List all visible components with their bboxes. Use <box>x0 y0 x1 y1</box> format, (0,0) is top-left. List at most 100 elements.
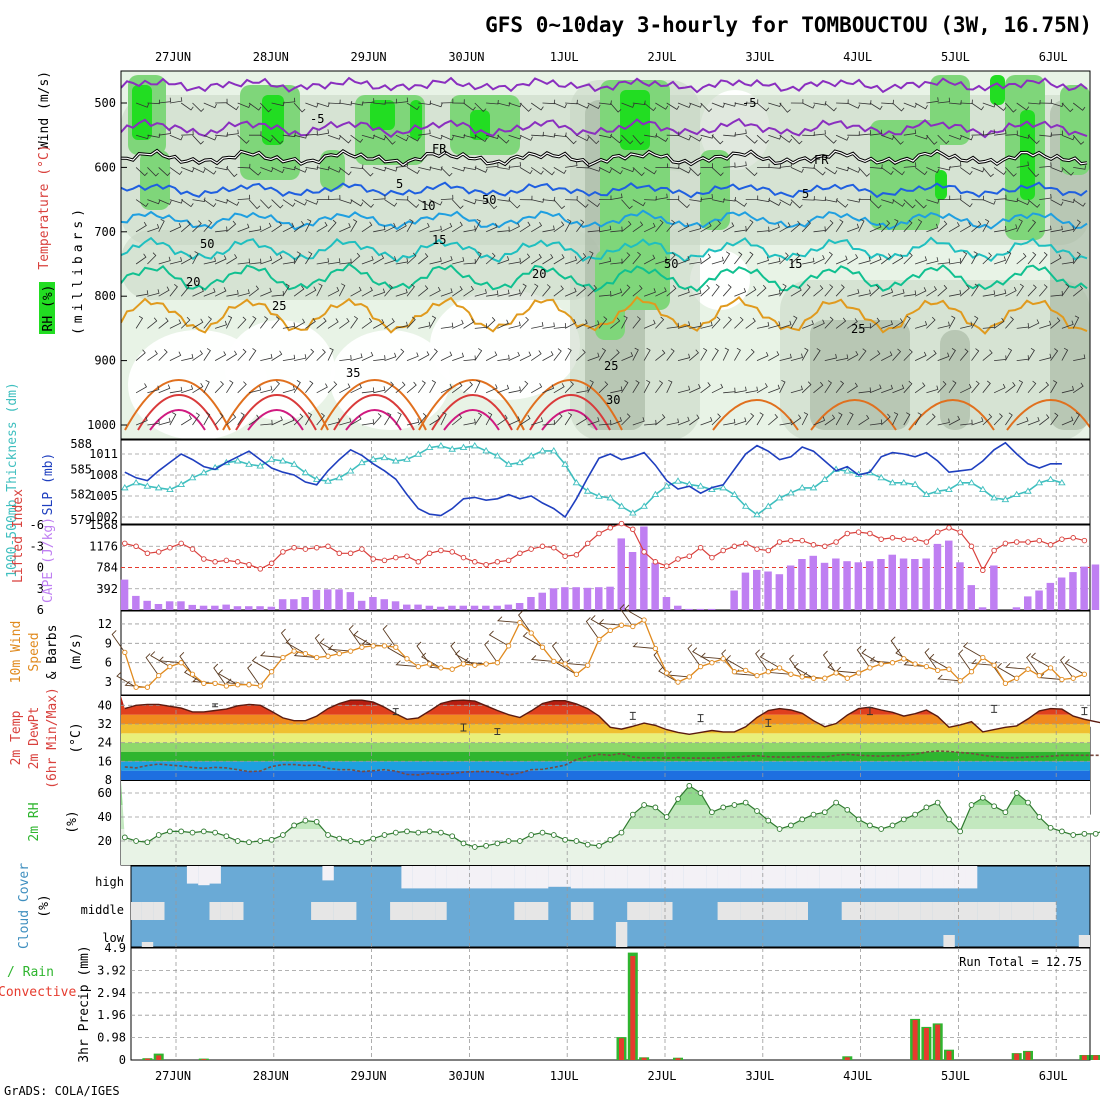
upper-barb-56-800 <box>745 286 757 297</box>
precip-tick-0.98: 0.98 <box>97 1031 126 1045</box>
rh2m-point-19 <box>336 835 343 842</box>
li-point-42 <box>596 530 602 537</box>
upper-barb-6-650 <box>180 199 194 208</box>
upper-barb-14-600 <box>271 167 285 174</box>
upper-barb-17-650 <box>305 199 319 205</box>
thickness-point-57 <box>764 502 773 509</box>
thickness-point-80 <box>1024 487 1032 494</box>
rh2m-point-5 <box>178 828 185 835</box>
upper-barb-9-1000 <box>214 412 224 426</box>
li-tick--6: -6 <box>30 518 44 532</box>
upper-barb-6-1000 <box>180 414 192 426</box>
upper-barb-27-950 <box>417 380 426 394</box>
upper-barb-7-800 <box>192 287 204 297</box>
thickness-point-70 <box>911 480 919 487</box>
thickness-point-23 <box>380 453 389 461</box>
upper-barb-22-750 <box>361 255 374 265</box>
cloud-high-8 <box>209 866 221 884</box>
upper-barb-37-950 <box>531 383 543 394</box>
upper-barb-73-500 <box>937 97 951 104</box>
wind10-point-12 <box>257 683 263 689</box>
bottom-date-30JUN: 30JUN <box>448 1069 484 1083</box>
upper-barb-81-900 <box>1027 347 1035 361</box>
upper-barb-57-850 <box>756 321 770 329</box>
upper-barb-68-800 <box>881 288 894 297</box>
wind10-label-2: Speed <box>27 632 42 671</box>
upper-barb-46-500 <box>632 100 646 106</box>
upper-barb-59-900 <box>779 353 792 361</box>
upper-barb-47-750 <box>643 254 656 265</box>
upper-barb-3-950 <box>147 385 160 394</box>
upper-barb-44-550 <box>610 134 623 144</box>
li-point-58 <box>776 539 783 545</box>
cape-bar-77 <box>990 565 998 610</box>
wind10-point-73 <box>946 666 952 672</box>
upper-barb-36-950 <box>519 380 529 394</box>
upper-barb-28-650 <box>429 199 443 206</box>
wind10-point-44 <box>618 622 625 628</box>
upper-barb-15-750 <box>282 258 296 265</box>
upper-barb-28-500 <box>429 102 443 108</box>
upper-barb-79-1000 <box>1005 412 1013 426</box>
upper-barb-4-600 <box>158 167 171 177</box>
cloud-high-56 <box>751 866 763 889</box>
upper-barb-46-700 <box>632 221 644 233</box>
wind10-barb-53 <box>700 652 724 660</box>
upper-barb-10-500 <box>226 102 239 111</box>
wind10-barb-5 <box>158 656 182 664</box>
li-point-85 <box>1081 537 1088 544</box>
upper-barb-56-700 <box>745 219 754 233</box>
thickness-point-62 <box>820 475 829 482</box>
upper-barb-54-550 <box>723 132 736 137</box>
upper-barb-67-700 <box>869 223 882 233</box>
upper-barb-75-550 <box>960 134 974 141</box>
upper-barb-68-850 <box>881 320 894 329</box>
upper-barb-85-550 <box>1072 134 1085 145</box>
upper-barb-72-750 <box>926 257 939 265</box>
upper-barb-8-950 <box>203 379 210 393</box>
upper-barb-54-900 <box>722 347 730 361</box>
upper-barb-39-950 <box>553 383 565 394</box>
upper-barb-33-1000 <box>485 412 493 426</box>
upper-barb-71-900 <box>914 351 927 361</box>
wind10-barb-35 <box>496 616 520 624</box>
cape-bar-42 <box>595 587 603 610</box>
li-point-39 <box>562 553 568 559</box>
upper-barb-21-850 <box>350 315 359 329</box>
upper-barb-22-950 <box>361 387 375 394</box>
cape-bar-76 <box>978 607 987 610</box>
upper-barb-41-800 <box>576 285 587 297</box>
cloud-mid-1 <box>131 902 142 920</box>
upper-barb-22-700 <box>361 221 373 233</box>
upper-barb-84-950 <box>1061 385 1074 394</box>
upper-barb-5-700 <box>169 223 182 233</box>
upper-barb-70-500 <box>903 102 917 108</box>
upper-barb-31-650 <box>463 199 477 205</box>
upper-barb-9-500 <box>215 98 228 104</box>
wind10-point-8 <box>212 680 218 687</box>
upper-barb-35-800 <box>508 289 521 297</box>
upper-barb-21-700 <box>350 219 358 233</box>
wind10-barb-58 <box>759 652 780 669</box>
upper-barb-28-900 <box>429 348 438 361</box>
upper-barb-55-650 <box>734 199 747 207</box>
upper-rh-label: RH (%) <box>41 285 56 332</box>
upper-barb-46-950 <box>632 380 640 394</box>
upper-barb-3-650 <box>147 199 161 205</box>
rh-saturated-zone-1 <box>262 95 284 145</box>
thickness-point-31 <box>470 442 479 449</box>
upper-barb-11-900 <box>237 348 247 361</box>
upper-barb-34-750 <box>497 256 510 265</box>
cloud-high-74 <box>954 866 966 889</box>
upper-barb-57-500 <box>756 102 770 112</box>
upper-barb-60-1000 <box>790 414 802 426</box>
rh2m-point-33 <box>494 840 501 847</box>
wind10-barb-0 <box>111 630 126 653</box>
upper-barb-49-1000 <box>666 418 679 426</box>
upper-barb-72-950 <box>926 385 939 394</box>
upper-barb-17-600 <box>305 165 319 170</box>
rh2m-point-28 <box>438 829 444 836</box>
wind10-point-56 <box>754 672 760 679</box>
upper-barb-18-850 <box>316 317 327 329</box>
upper-barb-63-500 <box>824 102 837 112</box>
